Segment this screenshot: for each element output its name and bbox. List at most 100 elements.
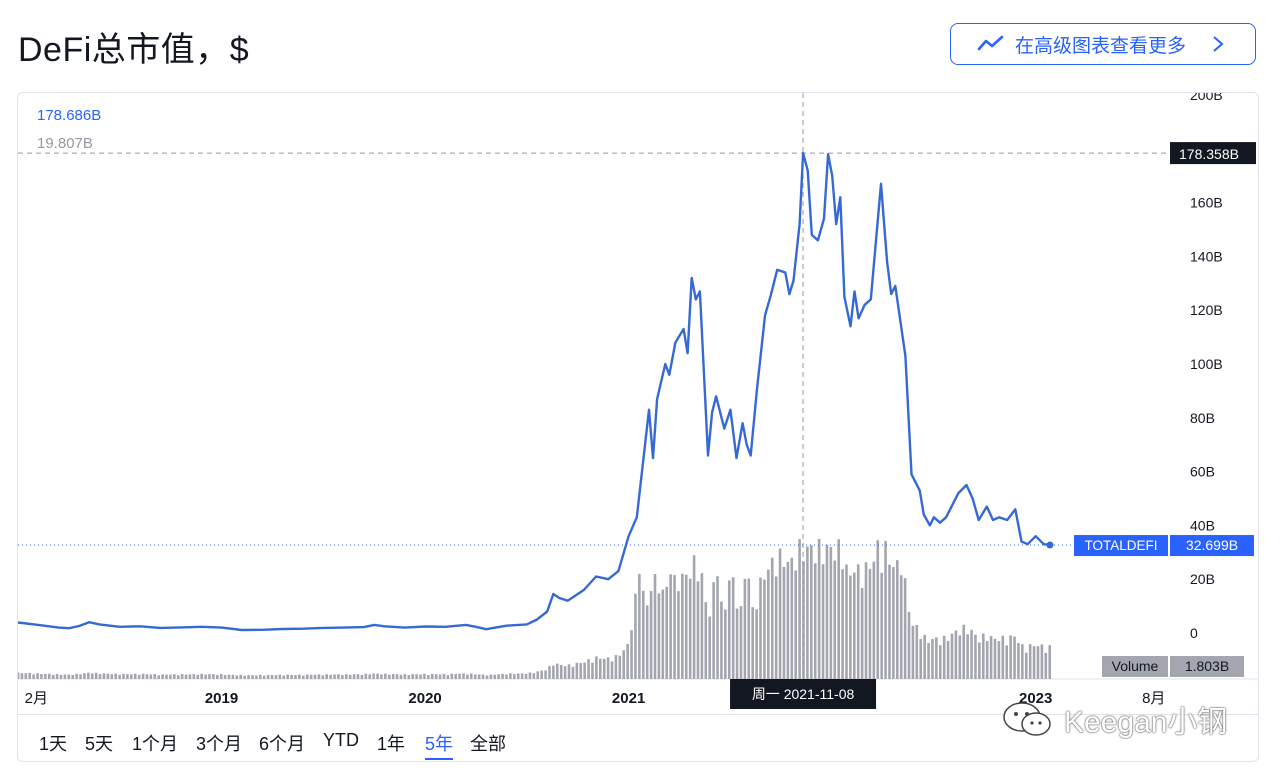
volume-bar [51,674,55,679]
advanced-chart-button[interactable]: 在高级图表查看更多 [950,23,1256,65]
volume-bar [673,575,676,679]
volume-bar [40,674,43,679]
page-title: DeFi总市值，$ [18,31,250,69]
tab-5d[interactable]: 5天 [85,734,114,754]
volume-bar [212,674,215,679]
volume-bar [28,672,32,679]
tab-all[interactable]: 全部 [470,734,506,754]
volume-bar [692,555,696,679]
volume-bar [477,674,481,679]
volume-bar [860,587,864,679]
volume-bar [954,630,958,679]
volume-bar [176,675,180,679]
volume-bar [958,635,962,679]
volume-bar [1005,645,1009,679]
volume-bar [87,672,90,679]
volume-bar [368,674,372,679]
volume-bar [669,574,672,679]
volume-bar [923,634,926,679]
volume-bar [798,539,801,679]
volume-bar [802,561,805,679]
tab-1m[interactable]: 1个月 [132,734,179,754]
volume-bar [372,673,375,679]
volume-bar [735,608,739,679]
volume-bar [153,674,157,679]
volume-bar [974,634,977,679]
volume-bar [895,560,899,679]
volume-bar [876,540,880,679]
volume-bar [1044,652,1048,679]
tab-ytd[interactable]: YTD [323,730,359,750]
volume-bar [630,630,633,679]
volume-bar [423,673,426,679]
volume-bar [114,673,117,679]
volume-bar [915,624,919,679]
volume-bar [997,641,1001,679]
tab-1y[interactable]: 1年 [377,734,406,754]
volume-bar [919,638,923,679]
tab-5y[interactable]: 5年 [425,730,454,760]
chart-card: 0 20B 40B 60B 80B 100B 120B 140B 160B 200B 2月 2019 2… [17,92,1259,762]
volume-bar [321,675,325,679]
crosshair-date-label: 周一 2021-11-08 [752,686,855,702]
volume-bar [290,674,293,679]
crosshair-price-box [1170,142,1256,165]
volume-bar [516,673,520,679]
volume-bar [821,564,825,679]
volume-bar [1017,642,1020,679]
volume-bar [540,670,543,679]
volume-bar [899,575,903,679]
volume-bar [892,567,895,679]
volume-bar [626,643,629,679]
volume-bar [427,674,430,679]
volume-bar [825,544,829,679]
volume-bar [634,593,637,679]
last-price-box [1170,535,1254,557]
volume-bar [520,673,524,679]
volume-bar [47,673,51,679]
volume-bar [911,625,915,679]
volume-bar [837,539,840,679]
volume-bar [126,674,129,679]
volume-bar [391,674,395,679]
volume-bar [352,674,356,679]
y-tick-label: 20B [1190,571,1215,587]
y-tick-label: 140B [1190,248,1223,264]
volume-bar [169,674,172,679]
volume-bar [337,674,340,679]
tab-6m[interactable]: 6个月 [259,734,306,754]
volume-bar [981,633,985,679]
volume-bar [966,634,969,679]
chart-area[interactable]: 0 20B 40B 60B 80B 100B 120B 140B 160B 200B 2月 2019 2… [18,93,1259,713]
volume-bar [1040,644,1044,679]
volume-bar [329,674,332,679]
x-tick-label: 2020 [408,690,441,707]
volume-bar [493,674,497,679]
volume-bar [505,674,508,679]
volume-bar [638,574,641,679]
volume-bar [102,673,106,679]
volume-bar [559,664,563,679]
chevron-right-icon [1213,36,1224,52]
volume-bar [262,675,266,679]
volume-bar [173,674,176,679]
volume-bar [993,638,997,679]
volume-bar [466,674,469,679]
volume-bar [63,674,67,679]
volume-bar [903,578,907,679]
volume-bar [348,674,352,679]
volume-bar [946,640,950,679]
tab-3m[interactable]: 3个月 [196,734,243,754]
volume-bar [931,639,934,679]
volume-bar [90,673,94,679]
volume-bar [59,674,63,679]
volume-bar [681,573,684,679]
volume-bar [196,674,200,679]
volume-bar [864,562,868,679]
tab-1d[interactable]: 1天 [39,734,68,754]
volume-bar [739,606,743,679]
volume-bar [645,605,649,679]
volume-bar [1009,635,1012,679]
volume-bar [841,569,844,679]
volume-bar [868,568,872,679]
